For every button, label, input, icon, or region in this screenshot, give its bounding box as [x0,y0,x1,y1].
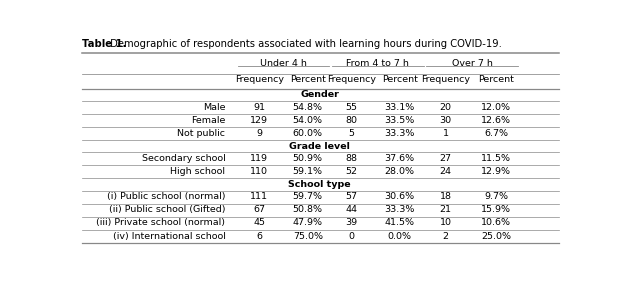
Text: 12.0%: 12.0% [481,103,511,112]
Text: 9: 9 [256,129,262,138]
Text: Under 4 h: Under 4 h [260,59,307,68]
Text: 33.1%: 33.1% [384,103,415,112]
Text: 30: 30 [439,116,452,125]
Text: 80: 80 [345,116,357,125]
Text: Male: Male [203,103,225,112]
Text: 39: 39 [345,219,358,228]
Text: 27: 27 [439,154,452,163]
Text: 119: 119 [250,154,268,163]
Text: 12.6%: 12.6% [481,116,511,125]
Text: 33.3%: 33.3% [384,129,415,138]
Text: 47.9%: 47.9% [293,219,323,228]
Text: 54.8%: 54.8% [293,103,323,112]
Text: 50.9%: 50.9% [293,154,323,163]
Text: 28.0%: 28.0% [384,167,414,176]
Text: School type: School type [288,180,351,189]
Text: 11.5%: 11.5% [481,154,511,163]
Text: 50.8%: 50.8% [293,205,323,214]
Text: 75.0%: 75.0% [293,232,323,241]
Text: 33.3%: 33.3% [384,205,415,214]
Text: 6.7%: 6.7% [484,129,509,138]
Text: 110: 110 [250,167,268,176]
Text: 45: 45 [253,219,265,228]
Text: 9.7%: 9.7% [484,192,509,201]
Text: Over 7 h: Over 7 h [452,59,492,68]
Text: 52: 52 [345,167,357,176]
Text: 6: 6 [256,232,262,241]
Text: Percent: Percent [290,75,326,84]
Text: 59.1%: 59.1% [293,167,323,176]
Text: 0.0%: 0.0% [388,232,412,241]
Text: 41.5%: 41.5% [384,219,414,228]
Text: Secondary school: Secondary school [142,154,225,163]
Text: 10.6%: 10.6% [481,219,511,228]
Text: 60.0%: 60.0% [293,129,323,138]
Text: 21: 21 [439,205,452,214]
Text: 24: 24 [439,167,452,176]
Text: Frequency: Frequency [235,75,284,84]
Text: From 4 to 7 h: From 4 to 7 h [346,59,409,68]
Text: 37.6%: 37.6% [384,154,415,163]
Text: 57: 57 [345,192,357,201]
Text: 88: 88 [345,154,357,163]
Text: Percent: Percent [479,75,514,84]
Text: Gender: Gender [300,90,339,99]
Text: 111: 111 [250,192,268,201]
Text: 10: 10 [439,219,452,228]
Text: Table 1.: Table 1. [82,39,127,49]
Text: Female: Female [191,116,225,125]
Text: (ii) Public school (Gifted): (ii) Public school (Gifted) [109,205,225,214]
Text: (iii) Private school (normal): (iii) Private school (normal) [97,219,225,228]
Text: 2: 2 [442,232,449,241]
Text: 0: 0 [348,232,354,241]
Text: 129: 129 [250,116,268,125]
Text: Not public: Not public [177,129,225,138]
Text: 20: 20 [439,103,452,112]
Text: 30.6%: 30.6% [384,192,415,201]
Text: 15.9%: 15.9% [481,205,511,214]
Text: Percent: Percent [382,75,417,84]
Text: 55: 55 [345,103,357,112]
Text: Frequency: Frequency [421,75,470,84]
Text: (i) Public school (normal): (i) Public school (normal) [107,192,225,201]
Text: Grade level: Grade level [290,142,350,151]
Text: 54.0%: 54.0% [293,116,323,125]
Text: 59.7%: 59.7% [293,192,323,201]
Text: Frequency: Frequency [327,75,376,84]
Text: 44: 44 [345,205,357,214]
Text: Demographic of respondents associated with learning hours during COVID-19.: Demographic of respondents associated wi… [107,39,502,49]
Text: 5: 5 [348,129,354,138]
Text: 1: 1 [442,129,449,138]
Text: 91: 91 [253,103,265,112]
Text: 12.9%: 12.9% [481,167,511,176]
Text: 18: 18 [439,192,452,201]
Text: 25.0%: 25.0% [481,232,511,241]
Text: (iv) International school: (iv) International school [112,232,225,241]
Text: High school: High school [170,167,225,176]
Text: 33.5%: 33.5% [384,116,415,125]
Text: 67: 67 [253,205,265,214]
